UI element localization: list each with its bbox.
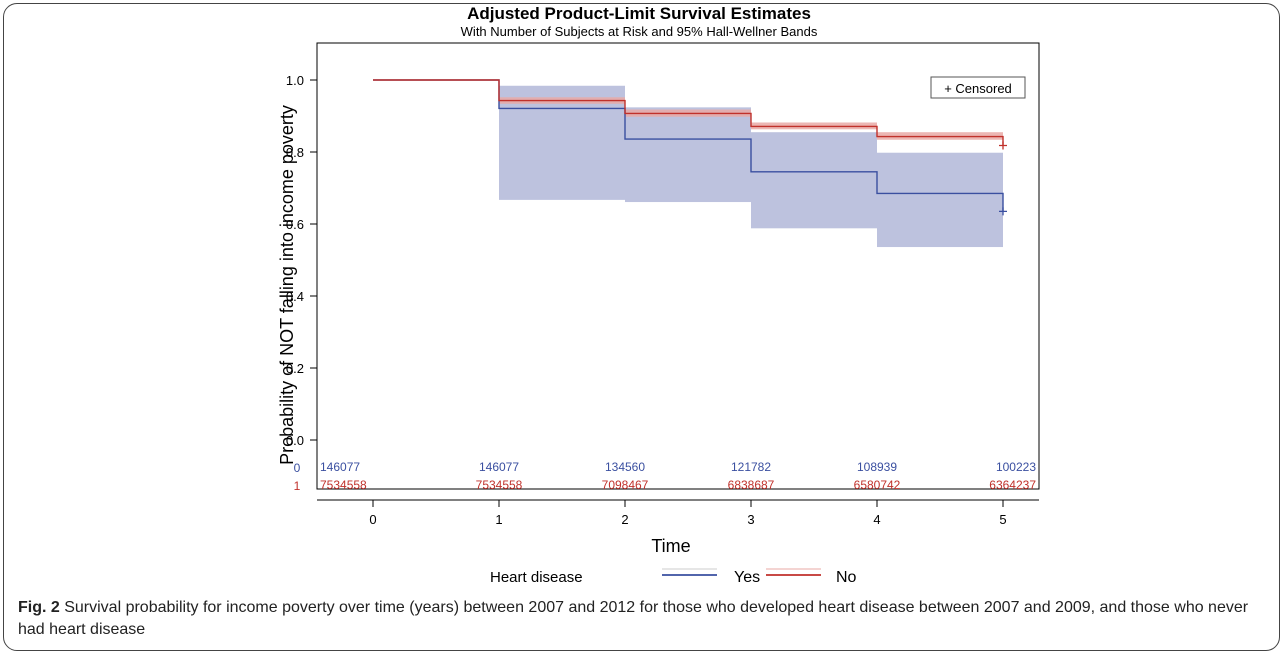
at-risk-value: 7534558	[476, 478, 523, 492]
band-yes-interval-2	[751, 132, 877, 229]
x-tick-label: 3	[747, 512, 754, 527]
y-axis: 0.0 0.2 0.4 0.6 0.8 1.0	[286, 73, 317, 448]
plot-area	[316, 42, 1040, 490]
survival-lines	[373, 79, 1007, 216]
x-axis-label: Time	[651, 536, 690, 556]
at-risk-value: 7098467	[602, 478, 649, 492]
legend: Heart disease Yes No	[490, 568, 857, 586]
band-yes-interval-0	[499, 85, 625, 200]
y-tick-label: 0.8	[286, 145, 304, 160]
censor-mark-yes	[999, 207, 1007, 216]
at-risk-value: 7534558	[320, 478, 367, 492]
caption-text: Survival probability for income poverty …	[18, 599, 1249, 638]
legend-label-yes: Yes	[734, 569, 760, 586]
survival-line-no	[373, 79, 1004, 146]
at-risk-value: 146077	[479, 460, 519, 474]
at-risk-value: 121782	[731, 460, 771, 474]
y-tick-label: 0.4	[286, 289, 304, 304]
at-risk-value: 108939	[857, 460, 897, 474]
at-risk-table: 0 146077 146077 134560 121782 108939 100223 1 75…	[294, 460, 1037, 493]
y-tick-label: 0.2	[286, 361, 304, 376]
legend-label-no: No	[836, 569, 857, 586]
y-tick-label: 1.0	[286, 73, 304, 88]
caption-label: Fig. 2	[18, 599, 60, 616]
censored-legend-frame	[930, 76, 1026, 99]
x-tick-label: 2	[621, 512, 628, 527]
chart-title: Adjusted Product-Limit Survival Estimate…	[467, 4, 811, 23]
x-tick-label: 5	[999, 512, 1006, 527]
band-yes-interval-3	[877, 152, 1003, 248]
y-tick-label: 0.0	[286, 433, 304, 448]
figure-frame	[3, 3, 1280, 651]
x-tick-label: 1	[495, 512, 502, 527]
at-risk-value: 6838687	[728, 478, 775, 492]
survival-chart: Adjusted Product-Limit Survival Estimate…	[277, 4, 1040, 586]
at-risk-value: 6580742	[854, 478, 901, 492]
censored-legend-label: + Censored	[944, 81, 1012, 96]
chart-subtitle: With Number of Subjects at Risk and 95% …	[461, 24, 818, 39]
at-risk-group-label: 1	[294, 479, 301, 493]
y-tick-label: 0.6	[286, 217, 304, 232]
at-risk-group-label: 0	[294, 461, 301, 475]
x-tick-label: 4	[873, 512, 880, 527]
x-axis: 0 1 2 3 4 5	[317, 499, 1039, 527]
legend-title: Heart disease	[490, 569, 583, 586]
censored-legend-box: + Censored	[930, 76, 1026, 99]
censor-mark-no	[999, 141, 1007, 150]
figure-caption: Fig. 2 Survival probability for income p…	[18, 597, 1268, 641]
x-tick-label: 0	[369, 512, 376, 527]
at-risk-value: 134560	[605, 460, 645, 474]
y-axis-label: Probability of NOT falling into income p…	[277, 105, 297, 465]
at-risk-value: 6364237	[989, 478, 1036, 492]
band-yes-interval-1	[625, 107, 751, 203]
at-risk-value: 100223	[996, 460, 1036, 474]
at-risk-value: 146077	[320, 460, 360, 474]
